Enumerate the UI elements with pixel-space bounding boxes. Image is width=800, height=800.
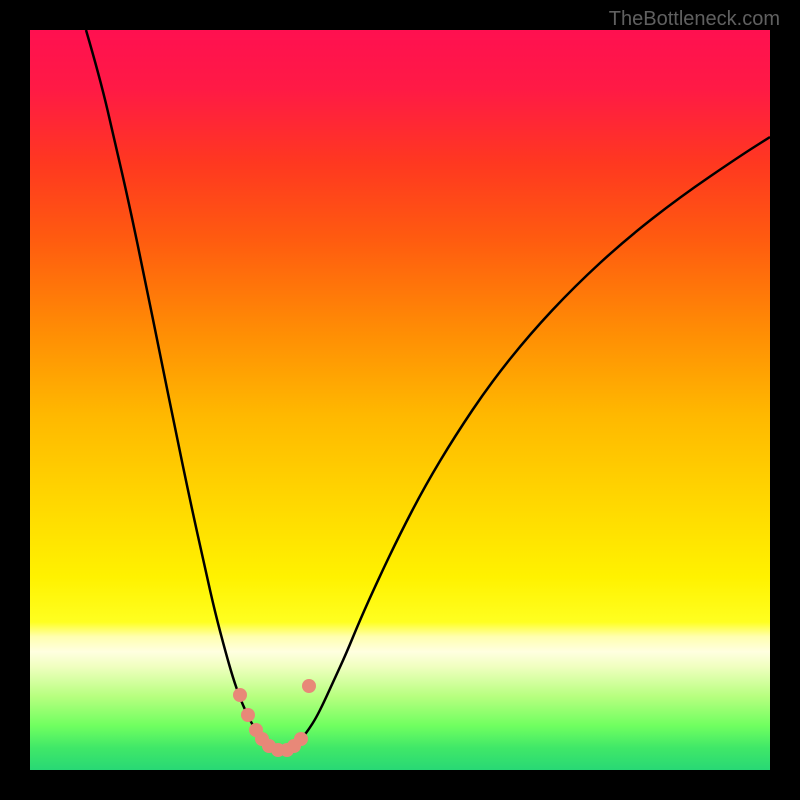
curve-marker <box>302 679 316 693</box>
curve-marker <box>233 688 247 702</box>
watermark-text: TheBottleneck.com <box>609 8 780 31</box>
plot-curve <box>30 30 770 770</box>
curve-marker <box>241 708 255 722</box>
curve-marker <box>294 732 308 746</box>
plot-area <box>30 30 770 770</box>
